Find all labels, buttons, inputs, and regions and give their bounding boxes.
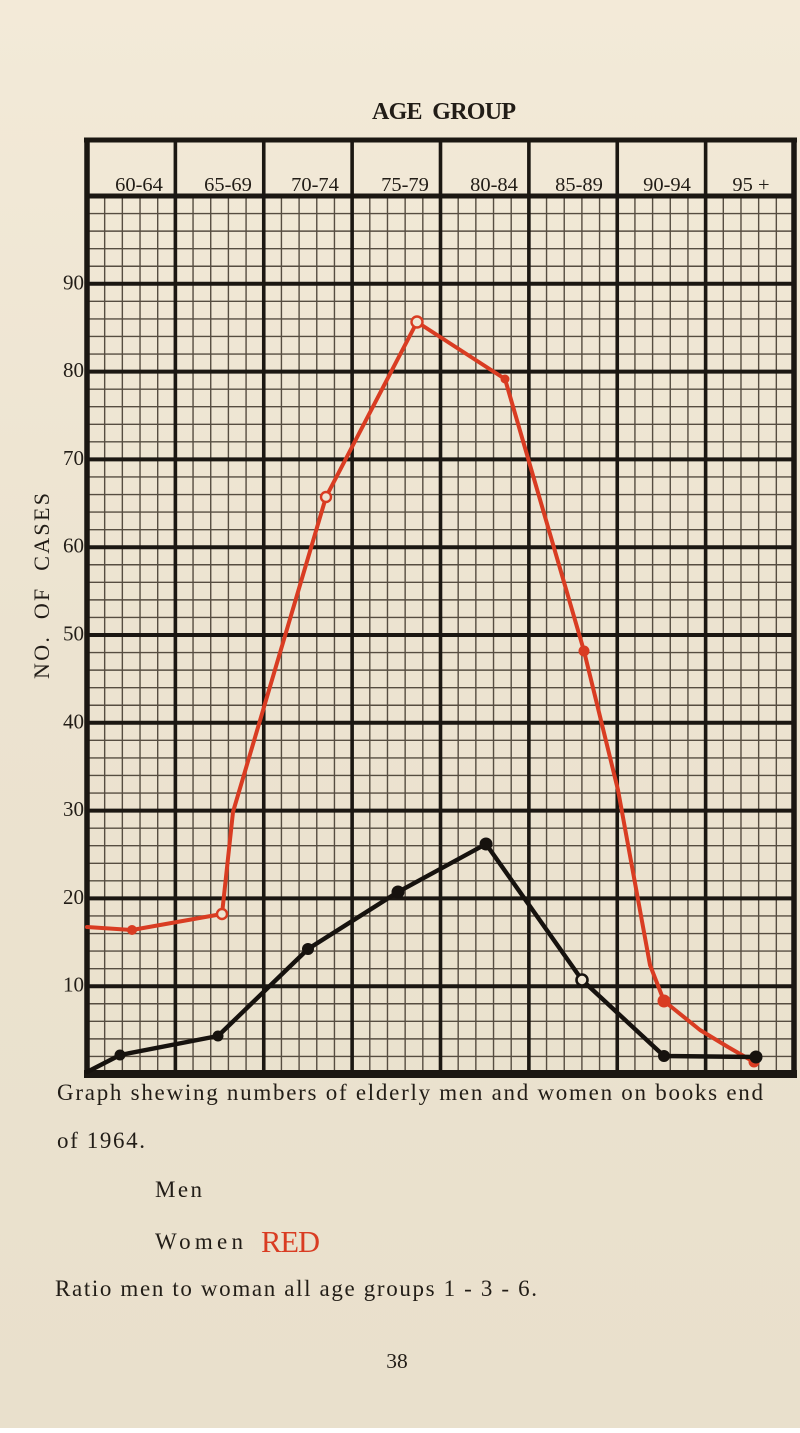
svg-text:AGE GROUP: AGE GROUP [372, 99, 516, 125]
svg-text:10: 10 [63, 973, 84, 997]
svg-text:90: 90 [63, 270, 84, 294]
svg-text:40: 40 [63, 709, 84, 733]
svg-text:60-64: 60-64 [115, 174, 163, 196]
svg-text:65-69: 65-69 [204, 174, 252, 196]
svg-text:Ratio men to woman all age gro: Ratio men to woman all age groups 1 - 3 … [55, 1276, 537, 1301]
svg-text:90-94: 90-94 [643, 174, 691, 196]
svg-text:38: 38 [386, 1349, 408, 1373]
svg-text:80-84: 80-84 [470, 174, 518, 196]
svg-text:70-74: 70-74 [291, 174, 339, 196]
svg-text:NO. OF CASES: NO. OF CASES [29, 493, 54, 679]
svg-text:70: 70 [63, 446, 84, 470]
svg-text:Men: Men [155, 1177, 203, 1202]
svg-text:Graph shewing numbers of elder: Graph shewing numbers of elderly men and… [57, 1080, 763, 1105]
svg-text:of 1964.: of 1964. [57, 1128, 145, 1153]
svg-text:85-89: 85-89 [555, 174, 603, 196]
svg-text:80: 80 [63, 358, 84, 382]
svg-text:75-79: 75-79 [381, 174, 429, 196]
svg-text:RED: RED [261, 1225, 320, 1259]
svg-text:95 +: 95 + [732, 174, 769, 196]
svg-text:60: 60 [63, 534, 84, 558]
svg-text:30: 30 [63, 797, 84, 821]
svg-text:50: 50 [63, 622, 84, 646]
svg-text:20: 20 [63, 885, 84, 909]
